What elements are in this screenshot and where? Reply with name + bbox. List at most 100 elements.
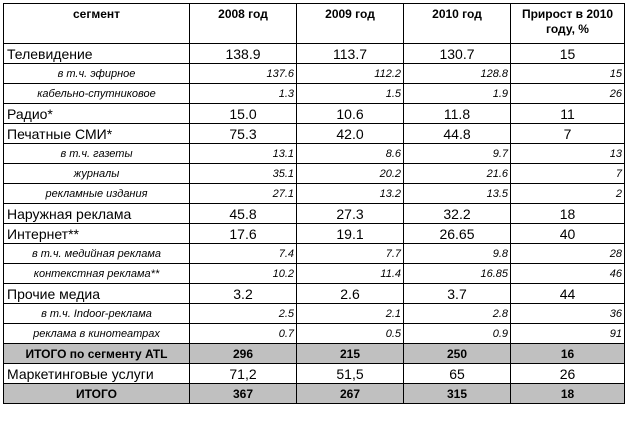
value-2009-cell: 113.7: [296, 43, 404, 64]
growth-cell: 26: [510, 83, 625, 104]
growth-cell: 40: [510, 223, 625, 244]
value-2010-cell: 250: [403, 343, 511, 364]
growth-cell: 18: [510, 383, 625, 404]
segment-cell: ИТОГО по сегменту ATL: [3, 343, 190, 364]
growth-cell: 15: [510, 43, 625, 64]
value-2010-cell: 32.2: [403, 203, 511, 224]
growth-cell: 13: [510, 143, 625, 164]
growth-cell: 28: [510, 243, 625, 264]
value-2008-cell: 2.5: [189, 303, 297, 324]
table-row: кабельно-спутниковое 1.3 1.5 1.9 26: [3, 83, 625, 104]
table-row: рекламные издания 27.1 13.2 13.5 2: [3, 183, 625, 204]
value-2010-cell: 315: [403, 383, 511, 404]
growth-cell: 7: [510, 123, 625, 144]
table-row: реклама в кинотеатрах 0.7 0.5 0.9 91: [3, 323, 625, 344]
value-2008-cell: 137.6: [189, 63, 297, 84]
header-row: сегмент 2008 год 2009 год 2010 год Приро…: [3, 3, 625, 44]
value-2010-cell: 16.85: [403, 263, 511, 284]
table-row: контекстная реклама** 10.2 11.4 16.85 46: [3, 263, 625, 284]
value-2010-cell: 44.8: [403, 123, 511, 144]
segment-cell: рекламные издания: [3, 183, 190, 204]
value-2009-cell: 215: [296, 343, 404, 364]
value-2010-cell: 130.7: [403, 43, 511, 64]
value-2009-cell: 20.2: [296, 163, 404, 184]
header-segment: сегмент: [3, 3, 190, 44]
media-market-table: сегмент 2008 год 2009 год 2010 год Приро…: [3, 3, 625, 404]
value-2010-cell: 13.5: [403, 183, 511, 204]
growth-cell: 18: [510, 203, 625, 224]
value-2008-cell: 71,2: [189, 363, 297, 384]
growth-cell: 26: [510, 363, 625, 384]
value-2010-cell: 11.8: [403, 103, 511, 124]
table-row: в т.ч. эфирное 137.6 112.2 128.8 15: [3, 63, 625, 84]
segment-cell: в т.ч. медийная реклама: [3, 243, 190, 264]
growth-cell: 91: [510, 323, 625, 344]
value-2010-cell: 1.9: [403, 83, 511, 104]
growth-cell: 15: [510, 63, 625, 84]
value-2010-cell: 9.7: [403, 143, 511, 164]
value-2010-cell: 65: [403, 363, 511, 384]
table-row: Печатные СМИ* 75.3 42.0 44.8 7: [3, 123, 625, 144]
table-row: в т.ч. медийная реклама 7.4 7.7 9.8 28: [3, 243, 625, 264]
segment-cell: Радио*: [3, 103, 190, 124]
growth-cell: 36: [510, 303, 625, 324]
value-2009-cell: 51,5: [296, 363, 404, 384]
segment-cell: Маркетинговые услуги: [3, 363, 190, 384]
value-2010-cell: 0.9: [403, 323, 511, 344]
value-2008-cell: 15.0: [189, 103, 297, 124]
header-growth: Прирост в 2010 году, %: [510, 3, 625, 44]
value-2009-cell: 42.0: [296, 123, 404, 144]
value-2008-cell: 10.2: [189, 263, 297, 284]
table-row: ИТОГО по сегменту ATL 296 215 250 16: [3, 343, 625, 364]
value-2010-cell: 26.65: [403, 223, 511, 244]
value-2008-cell: 13.1: [189, 143, 297, 164]
value-2008-cell: 7.4: [189, 243, 297, 264]
value-2008-cell: 45.8: [189, 203, 297, 224]
growth-cell: 11: [510, 103, 625, 124]
header-2008: 2008 год: [189, 3, 297, 44]
value-2008-cell: 138.9: [189, 43, 297, 64]
value-2008-cell: 3.2: [189, 283, 297, 304]
growth-cell: 44: [510, 283, 625, 304]
table-row: Радио* 15.0 10.6 11.8 11: [3, 103, 625, 124]
value-2008-cell: 0.7: [189, 323, 297, 344]
value-2009-cell: 11.4: [296, 263, 404, 284]
segment-cell: журналы: [3, 163, 190, 184]
segment-cell: Наружная реклама: [3, 203, 190, 224]
value-2009-cell: 112.2: [296, 63, 404, 84]
table-row: журналы 35.1 20.2 21.6 7: [3, 163, 625, 184]
table-row: Прочие медиа 3.2 2.6 3.7 44: [3, 283, 625, 304]
header-2009: 2009 год: [296, 3, 404, 44]
value-2009-cell: 267: [296, 383, 404, 404]
value-2010-cell: 21.6: [403, 163, 511, 184]
value-2008-cell: 17.6: [189, 223, 297, 244]
table-row: Наружная реклама 45.8 27.3 32.2 18: [3, 203, 625, 224]
header-2010: 2010 год: [403, 3, 511, 44]
value-2009-cell: 10.6: [296, 103, 404, 124]
value-2008-cell: 75.3: [189, 123, 297, 144]
segment-cell: Прочие медиа: [3, 283, 190, 304]
value-2008-cell: 27.1: [189, 183, 297, 204]
value-2008-cell: 367: [189, 383, 297, 404]
value-2009-cell: 2.1: [296, 303, 404, 324]
value-2009-cell: 7.7: [296, 243, 404, 264]
segment-cell: Телевидение: [3, 43, 190, 64]
table-row: Телевидение 138.9 113.7 130.7 15: [3, 43, 625, 64]
value-2010-cell: 128.8: [403, 63, 511, 84]
segment-cell: реклама в кинотеатрах: [3, 323, 190, 344]
value-2008-cell: 1.3: [189, 83, 297, 104]
segment-cell: в т.ч. эфирное: [3, 63, 190, 84]
value-2009-cell: 0.5: [296, 323, 404, 344]
value-2009-cell: 1.5: [296, 83, 404, 104]
value-2010-cell: 9.8: [403, 243, 511, 264]
table-row: в т.ч. газеты 13.1 8.6 9.7 13: [3, 143, 625, 164]
segment-cell: в т.ч. Indoor-реклама: [3, 303, 190, 324]
segment-cell: Печатные СМИ*: [3, 123, 190, 144]
value-2008-cell: 35.1: [189, 163, 297, 184]
value-2009-cell: 27.3: [296, 203, 404, 224]
segment-cell: Интернет**: [3, 223, 190, 244]
table-row: в т.ч. Indoor-реклама 2.5 2.1 2.8 36: [3, 303, 625, 324]
growth-cell: 46: [510, 263, 625, 284]
value-2008-cell: 296: [189, 343, 297, 364]
growth-cell: 16: [510, 343, 625, 364]
